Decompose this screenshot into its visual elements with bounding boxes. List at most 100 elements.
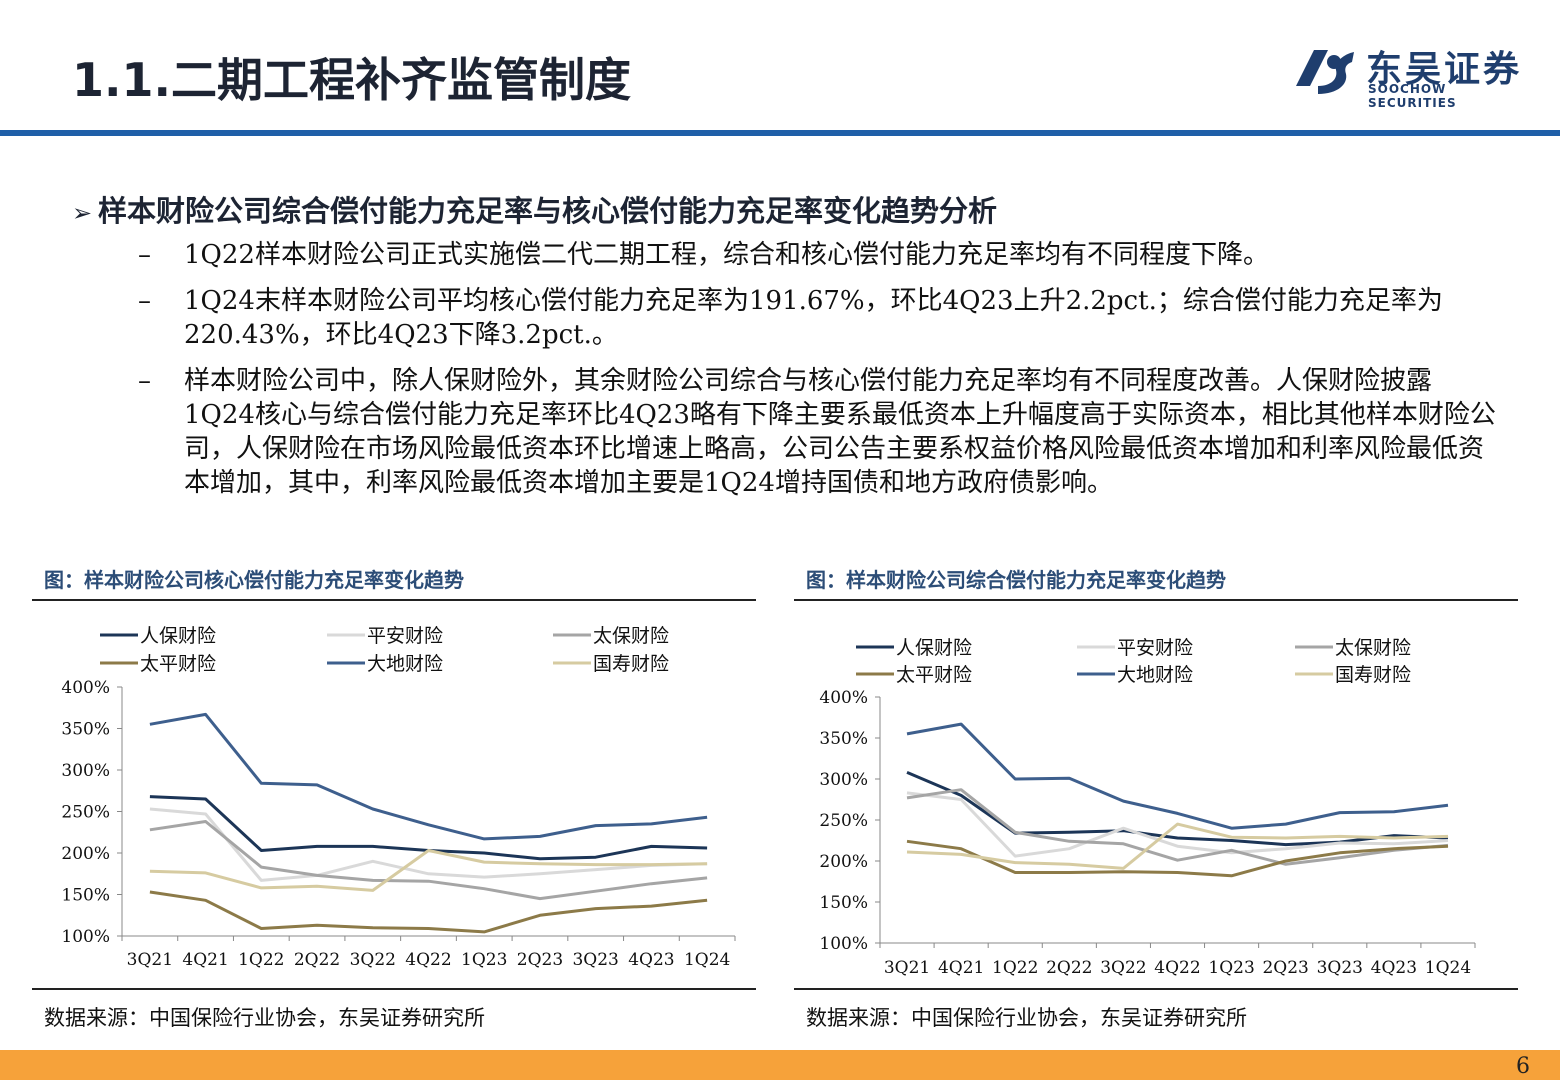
x-tick-label: 3Q21 bbox=[884, 958, 930, 978]
arrow-bullet-icon: ➢ bbox=[72, 199, 93, 227]
x-tick-label: 4Q22 bbox=[1154, 958, 1200, 978]
right-chart-source: 数据来源：中国保险行业协会，东吴证券研究所 bbox=[806, 1006, 1247, 1030]
x-tick-label: 3Q22 bbox=[1100, 958, 1146, 978]
x-tick-label: 4Q21 bbox=[938, 958, 984, 978]
legend-label: 国寿财险 bbox=[593, 653, 669, 675]
y-tick-label: 400% bbox=[61, 678, 110, 698]
bullet-dash: – bbox=[138, 366, 151, 396]
x-tick-label: 1Q23 bbox=[461, 950, 507, 970]
legend-item: 平安财险 bbox=[327, 625, 443, 647]
y-tick-label: 350% bbox=[819, 729, 868, 749]
right-chart-title: 图：样本财险公司综合偿付能力充足率变化趋势 bbox=[806, 568, 1226, 592]
x-tick-label: 2Q23 bbox=[1262, 958, 1308, 978]
page-title: 1.1.二期工程补齐监管制度 bbox=[72, 53, 631, 107]
title-divider bbox=[0, 130, 1560, 136]
x-tick-label: 2Q22 bbox=[294, 950, 340, 970]
legend-label: 太平财险 bbox=[896, 664, 972, 686]
y-tick-label: 150% bbox=[61, 886, 110, 906]
bullet-item: – 1Q22样本财险公司正式实施偿二代二期工程，综合和核心偿付能力充足率均有不同… bbox=[138, 238, 1498, 272]
legend-item: 太保财险 bbox=[553, 625, 669, 647]
legend-item: 大地财险 bbox=[1077, 664, 1193, 686]
left-chart-top-rule bbox=[32, 599, 756, 601]
legend-label: 大地财险 bbox=[1117, 664, 1193, 686]
legend-item: 国寿财险 bbox=[553, 653, 669, 675]
legend-item: 大地财险 bbox=[327, 653, 443, 675]
y-tick-label: 400% bbox=[819, 688, 868, 708]
x-tick-label: 2Q23 bbox=[517, 950, 563, 970]
logo-text-cn: 东吴证券 bbox=[1366, 49, 1523, 90]
legend-label: 太保财险 bbox=[1335, 637, 1411, 659]
bullet-text: 1Q24末样本财险公司平均核心偿付能力充足率为191.67%，环比4Q23上升2… bbox=[184, 286, 1443, 350]
left-chart-source: 数据来源：中国保险行业协会，东吴证券研究所 bbox=[44, 1006, 485, 1030]
legend-item: 人保财险 bbox=[100, 625, 216, 647]
bullet-dash: – bbox=[138, 240, 151, 270]
x-tick-label: 4Q22 bbox=[405, 950, 451, 970]
y-tick-label: 300% bbox=[61, 761, 110, 781]
x-tick-label: 4Q21 bbox=[182, 950, 228, 970]
x-tick-label: 4Q23 bbox=[1371, 958, 1417, 978]
section-heading-text: 样本财险公司综合偿付能力充足率与核心偿付能力充足率变化趋势分析 bbox=[98, 194, 998, 228]
x-tick-label: 2Q22 bbox=[1046, 958, 1092, 978]
right-chart-bottom-rule bbox=[794, 988, 1518, 990]
series-line-国寿财险 bbox=[906, 822, 1449, 870]
legend-item: 人保财险 bbox=[856, 637, 972, 659]
legend-label: 人保财险 bbox=[896, 637, 972, 659]
y-tick-label: 150% bbox=[819, 893, 868, 913]
legend-item: 太保财险 bbox=[1295, 637, 1411, 659]
x-tick-label: 3Q23 bbox=[572, 950, 618, 970]
bullet-dash: – bbox=[138, 286, 151, 316]
series-line-太平财险 bbox=[149, 890, 708, 934]
page-number: 6 bbox=[1516, 1054, 1530, 1079]
left-chart-title: 图：样本财险公司核心偿付能力充足率变化趋势 bbox=[44, 568, 464, 592]
y-tick-label: 100% bbox=[819, 934, 868, 954]
series-line-国寿财险 bbox=[149, 849, 708, 892]
series-line-大地财险 bbox=[149, 712, 708, 841]
right-chart-top-rule bbox=[794, 599, 1518, 601]
series-line-太保财险 bbox=[149, 820, 708, 901]
legend-label: 人保财险 bbox=[140, 625, 216, 647]
legend-item: 平安财险 bbox=[1077, 637, 1193, 659]
legend-label: 平安财险 bbox=[367, 625, 443, 647]
series-line-太平财险 bbox=[906, 839, 1449, 878]
series-line-人保财险 bbox=[906, 771, 1449, 847]
bullet-item: – 1Q24末样本财险公司平均核心偿付能力充足率为191.67%，环比4Q23上… bbox=[138, 284, 1498, 352]
series-line-大地财险 bbox=[906, 722, 1449, 830]
legend-label: 大地财险 bbox=[367, 653, 443, 675]
bullet-text: 样本财险公司中，除人保财险外，其余财险公司综合与核心偿付能力充足率均有不同程度改… bbox=[184, 366, 1496, 498]
x-tick-label: 3Q23 bbox=[1317, 958, 1363, 978]
bullet-text: 1Q22样本财险公司正式实施偿二代二期工程，综合和核心偿付能力充足率均有不同程度… bbox=[184, 240, 1269, 270]
y-tick-label: 300% bbox=[819, 770, 868, 790]
legend-label: 太平财险 bbox=[140, 653, 216, 675]
x-tick-label: 1Q22 bbox=[992, 958, 1038, 978]
y-tick-label: 250% bbox=[819, 811, 868, 831]
legend-item: 太平财险 bbox=[856, 664, 972, 686]
y-tick-label: 350% bbox=[61, 720, 110, 740]
section-heading: ➢ 样本财险公司综合偿付能力充足率与核心偿付能力充足率变化趋势分析 bbox=[72, 188, 997, 230]
logo-text-en: SOOCHOW SECURITIES bbox=[1368, 82, 1457, 110]
y-tick-label: 100% bbox=[61, 927, 110, 947]
logo-mark-icon bbox=[1290, 44, 1356, 94]
y-tick-label: 200% bbox=[819, 852, 868, 872]
company-logo: 东吴证券 SOOCHOW SECURITIES bbox=[1288, 40, 1538, 110]
footer-bar bbox=[0, 1050, 1560, 1080]
x-tick-label: 1Q24 bbox=[684, 950, 730, 970]
x-tick-label: 1Q24 bbox=[1425, 958, 1471, 978]
series-line-太保财险 bbox=[906, 788, 1449, 866]
legend-item: 国寿财险 bbox=[1295, 664, 1411, 686]
bullet-item: – 样本财险公司中，除人保财险外，其余财险公司综合与核心偿付能力充足率均有不同程… bbox=[138, 364, 1498, 500]
legend-label: 平安财险 bbox=[1117, 637, 1193, 659]
series-line-平安财险 bbox=[149, 807, 708, 882]
legend-item: 太平财险 bbox=[100, 653, 216, 675]
y-tick-label: 200% bbox=[61, 844, 110, 864]
y-tick-label: 250% bbox=[61, 803, 110, 823]
x-tick-label: 1Q22 bbox=[238, 950, 284, 970]
left-chart-bottom-rule bbox=[32, 988, 756, 990]
x-tick-label: 3Q21 bbox=[127, 950, 173, 970]
legend-label: 国寿财险 bbox=[1335, 664, 1411, 686]
x-tick-label: 4Q23 bbox=[628, 950, 674, 970]
x-tick-label: 3Q22 bbox=[350, 950, 396, 970]
series-line-平安财险 bbox=[906, 791, 1449, 858]
bullet-list: – 1Q22样本财险公司正式实施偿二代二期工程，综合和核心偿付能力充足率均有不同… bbox=[138, 238, 1498, 512]
